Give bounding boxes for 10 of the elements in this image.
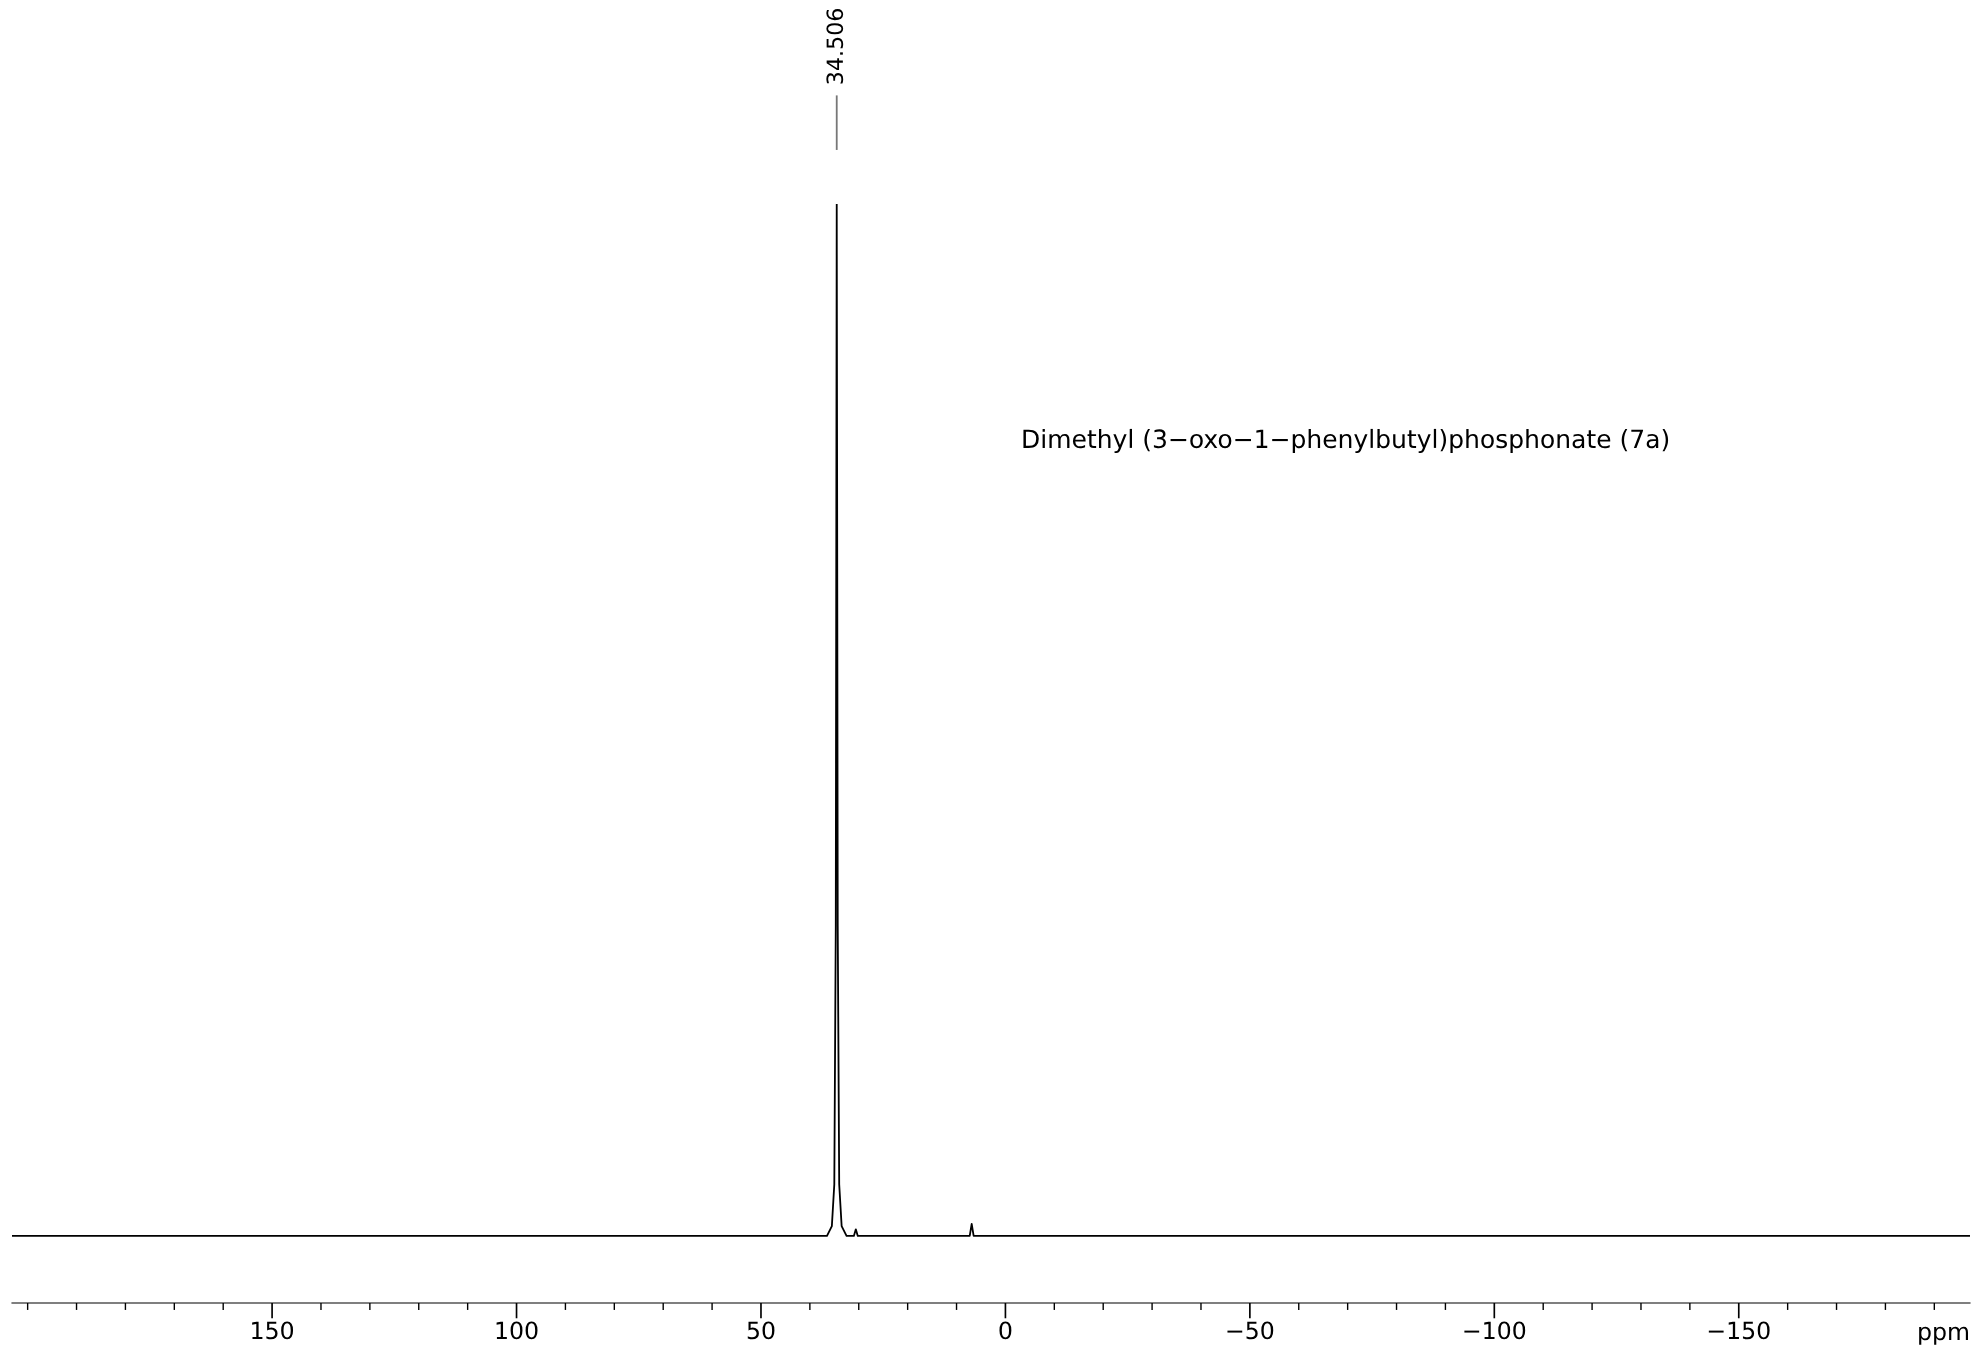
text: Dimethyl (3−oxo−1−phenylbutyl)phosphonate (7a)	[1023, 428, 1669, 454]
x-axis-title: ppm	[1919, 1326, 1968, 1345]
x-tick-label: 0	[999, 1321, 1012, 1340]
x-tick-label: −150	[1708, 1321, 1770, 1340]
x-tick-label: −50	[1227, 1321, 1274, 1340]
x-tick-label: 50	[747, 1321, 775, 1340]
x-tick-label: 100	[496, 1321, 538, 1340]
x-tick-label: 150	[252, 1321, 294, 1340]
x-tick-label: −100	[1464, 1321, 1526, 1340]
text: 34.506	[826, 8, 844, 84]
